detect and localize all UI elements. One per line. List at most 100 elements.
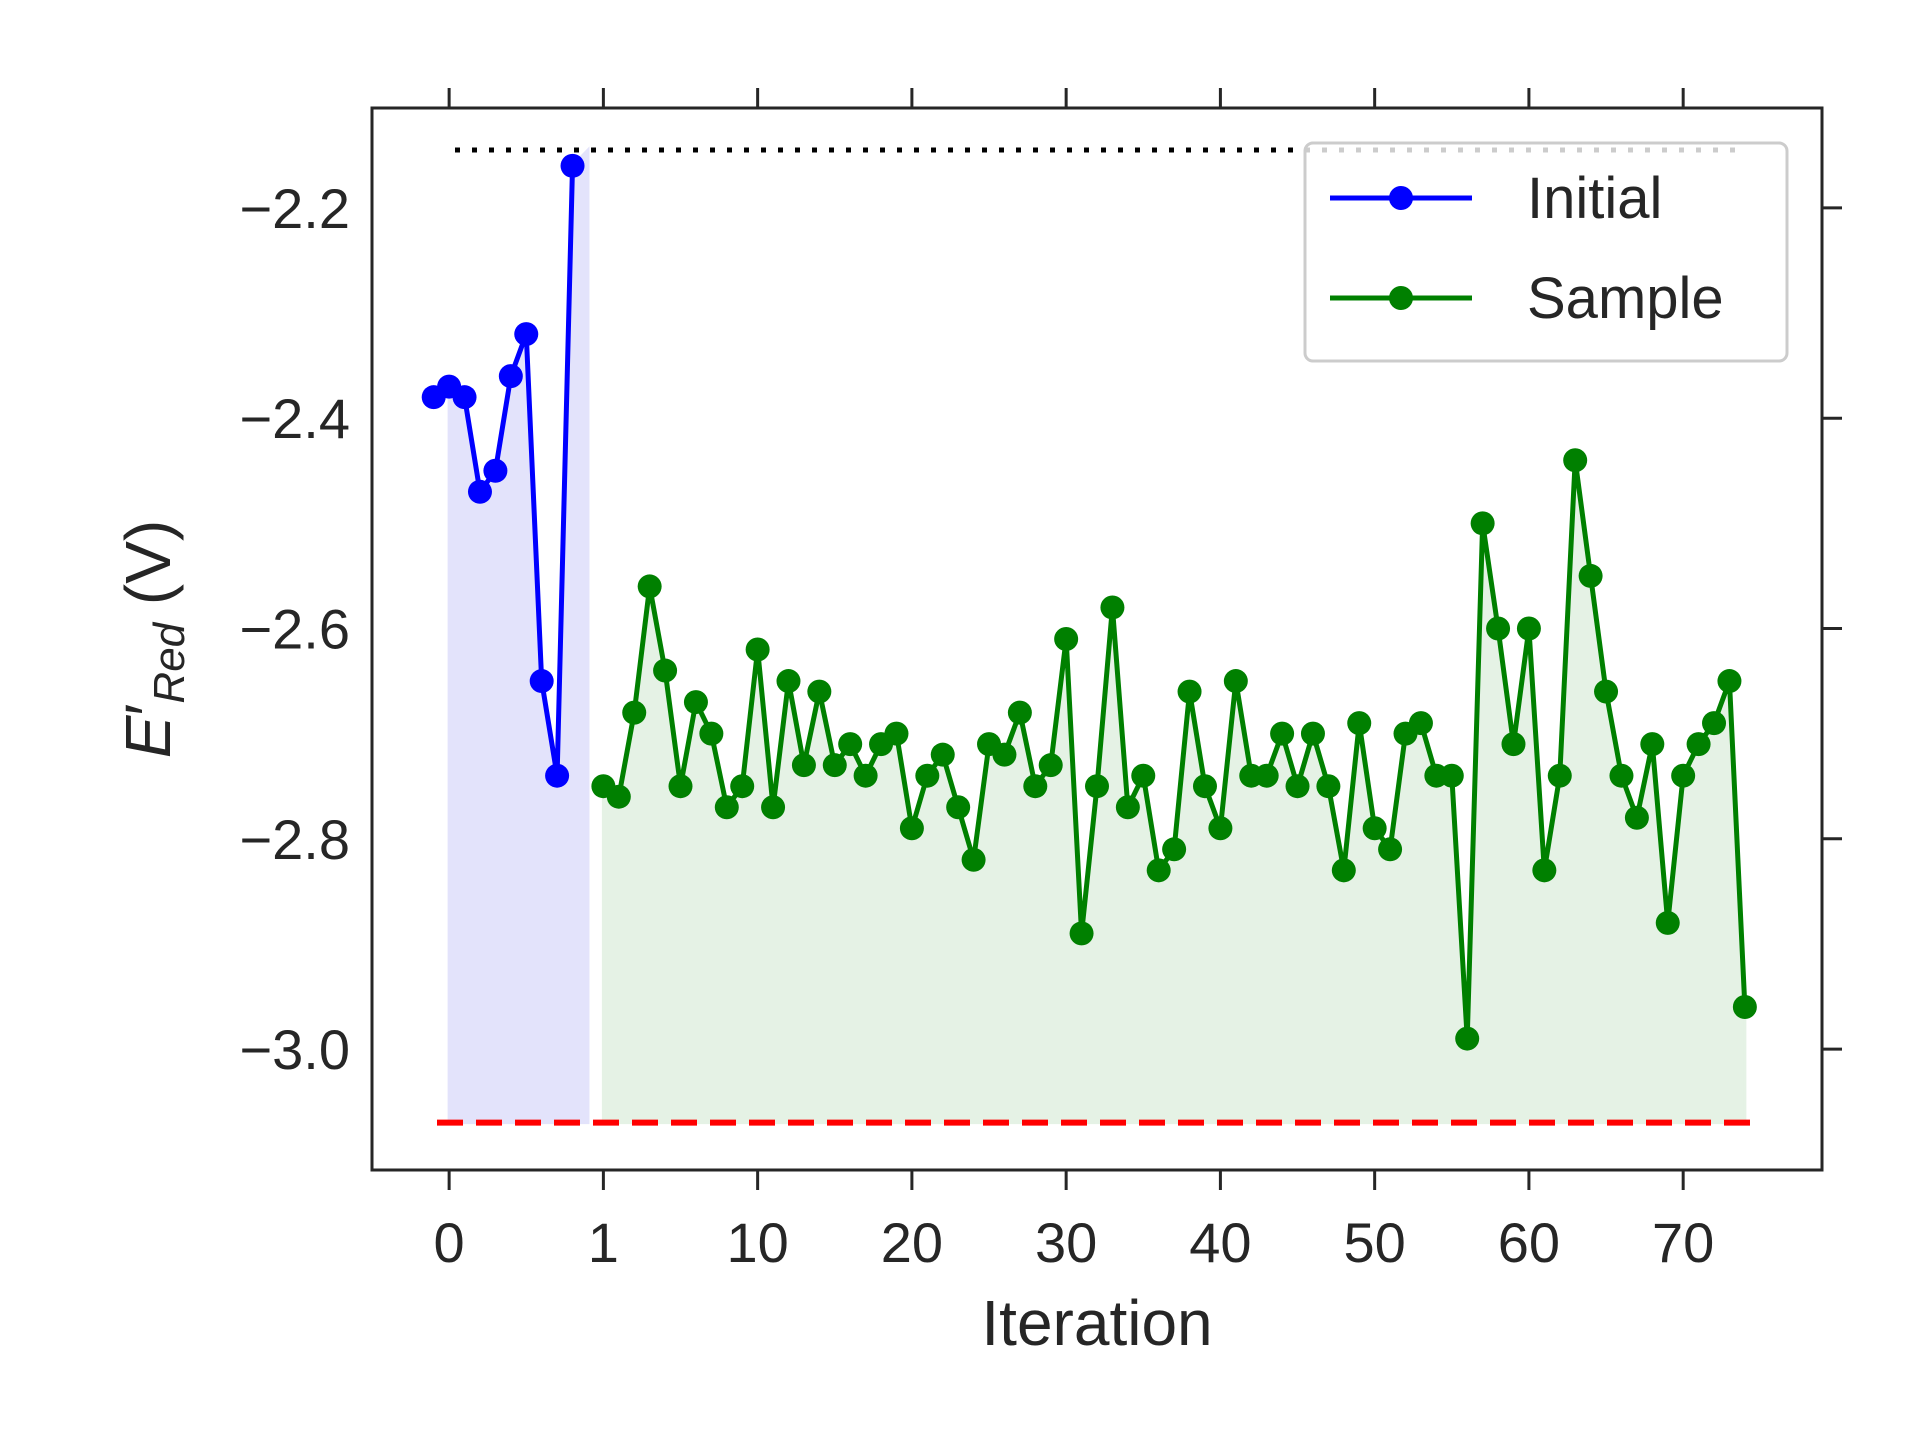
data-point-sample bbox=[791, 753, 816, 778]
data-point-sample bbox=[1455, 1026, 1480, 1051]
data-point-sample bbox=[1146, 858, 1171, 883]
x-tick-label: 50 bbox=[1344, 1211, 1406, 1274]
x-tick-label: 0 bbox=[434, 1211, 465, 1274]
data-point-sample bbox=[653, 658, 678, 683]
data-series bbox=[421, 153, 1757, 1051]
data-point-initial bbox=[452, 385, 477, 410]
data-point-sample bbox=[683, 690, 708, 715]
data-point-sample bbox=[1316, 774, 1341, 799]
legend-marker-initial bbox=[1389, 186, 1413, 210]
data-point-sample bbox=[730, 774, 755, 799]
data-point-sample bbox=[714, 795, 739, 820]
data-point-sample bbox=[1208, 816, 1233, 841]
y-tick-label: −2.2 bbox=[239, 177, 350, 240]
data-point-sample bbox=[1347, 711, 1372, 736]
data-point-initial bbox=[467, 479, 492, 504]
legend-marker-sample bbox=[1389, 286, 1413, 310]
data-point-sample bbox=[1686, 732, 1711, 757]
data-point-sample bbox=[606, 784, 631, 809]
data-point-sample bbox=[745, 637, 770, 662]
data-point-sample bbox=[838, 732, 863, 757]
data-point-sample bbox=[1640, 732, 1665, 757]
data-point-sample bbox=[1177, 679, 1202, 704]
data-point-sample bbox=[1285, 774, 1310, 799]
data-point-sample bbox=[1594, 679, 1619, 704]
data-point-sample bbox=[776, 669, 801, 694]
legend-label-sample: Sample bbox=[1527, 266, 1724, 331]
data-point-sample bbox=[946, 795, 971, 820]
data-point-sample bbox=[1254, 763, 1279, 788]
legend: Initial Sample bbox=[1303, 141, 1789, 363]
data-point-sample bbox=[1717, 669, 1742, 694]
data-point-sample bbox=[1609, 763, 1634, 788]
data-point-sample bbox=[1439, 763, 1464, 788]
data-point-sample bbox=[1223, 669, 1248, 694]
data-point-sample bbox=[1470, 511, 1495, 536]
y-tick-label: −2.6 bbox=[239, 597, 350, 660]
data-point-sample bbox=[1007, 700, 1032, 725]
data-point-sample bbox=[1563, 448, 1588, 473]
plot-frame bbox=[370, 106, 1824, 1172]
data-point-sample bbox=[1162, 837, 1187, 862]
data-point-initial bbox=[529, 669, 554, 694]
data-point-sample bbox=[1085, 774, 1109, 799]
y-axis-label-symbol: E bbox=[112, 714, 184, 758]
y-tick-label: −2.8 bbox=[239, 808, 350, 871]
data-point-sample bbox=[807, 679, 832, 704]
data-point-sample bbox=[930, 742, 955, 767]
data-point-sample bbox=[1578, 563, 1603, 588]
x-tick-label: 30 bbox=[1035, 1211, 1097, 1274]
data-point-sample bbox=[915, 763, 940, 788]
data-point-sample bbox=[884, 721, 909, 746]
data-point-sample bbox=[1100, 595, 1125, 620]
data-point-sample bbox=[1115, 795, 1140, 820]
x-tick-label: 20 bbox=[881, 1211, 943, 1274]
x-tick-label: 40 bbox=[1189, 1211, 1251, 1274]
data-point-sample bbox=[1516, 616, 1541, 641]
data-point-sample bbox=[668, 774, 693, 799]
x-tick-label: 70 bbox=[1652, 1211, 1714, 1274]
data-point-initial bbox=[545, 763, 570, 788]
data-point-sample bbox=[1547, 763, 1572, 788]
data-point-sample bbox=[899, 816, 924, 841]
x-tick-label: 10 bbox=[726, 1211, 788, 1274]
data-point-initial bbox=[560, 153, 585, 178]
data-point-sample bbox=[822, 753, 847, 778]
data-point-initial bbox=[514, 322, 539, 347]
data-point-sample bbox=[992, 742, 1017, 767]
data-point-sample bbox=[1038, 753, 1063, 778]
data-point-sample bbox=[1655, 910, 1680, 935]
data-point-sample bbox=[1501, 732, 1526, 757]
data-point-sample bbox=[1532, 858, 1557, 883]
legend-label-initial: Initial bbox=[1527, 166, 1662, 231]
axis-ticks: 0 1 10 20 30 40 50 60 70 −2.2 −2.4 −2.6 −2.8 −3.0 bbox=[239, 88, 1842, 1274]
data-point-sample bbox=[622, 700, 647, 725]
x-tick-label: 1 bbox=[588, 1211, 619, 1274]
data-point-sample bbox=[1671, 763, 1696, 788]
y-axis-label-prime: ′ bbox=[112, 704, 184, 716]
y-axis-label-unit: (V) bbox=[112, 520, 184, 623]
x-tick-label: 60 bbox=[1498, 1211, 1560, 1274]
data-point-sample bbox=[1408, 711, 1433, 736]
x-axis-label: Iteration bbox=[981, 1287, 1212, 1359]
y-tick-label: −3.0 bbox=[239, 1018, 350, 1081]
data-point-sample bbox=[1486, 616, 1511, 641]
data-point-initial bbox=[498, 364, 523, 389]
data-point-sample bbox=[1270, 721, 1295, 746]
data-point-sample bbox=[1362, 816, 1387, 841]
data-point-sample bbox=[961, 847, 986, 872]
data-point-sample bbox=[853, 763, 878, 788]
data-point-sample bbox=[1624, 805, 1649, 830]
y-axis-label: E′Red (V) bbox=[112, 520, 194, 759]
data-point-sample bbox=[699, 721, 724, 746]
data-point-sample bbox=[1732, 995, 1757, 1020]
data-point-initial bbox=[483, 458, 508, 483]
data-point-sample bbox=[1702, 711, 1727, 736]
data-point-sample bbox=[1131, 763, 1156, 788]
data-point-sample bbox=[1192, 774, 1217, 799]
data-point-sample bbox=[1023, 774, 1048, 799]
y-axis-label-subscript: Red bbox=[145, 621, 194, 703]
data-point-sample bbox=[1069, 921, 1094, 946]
data-point-sample bbox=[1378, 837, 1403, 862]
